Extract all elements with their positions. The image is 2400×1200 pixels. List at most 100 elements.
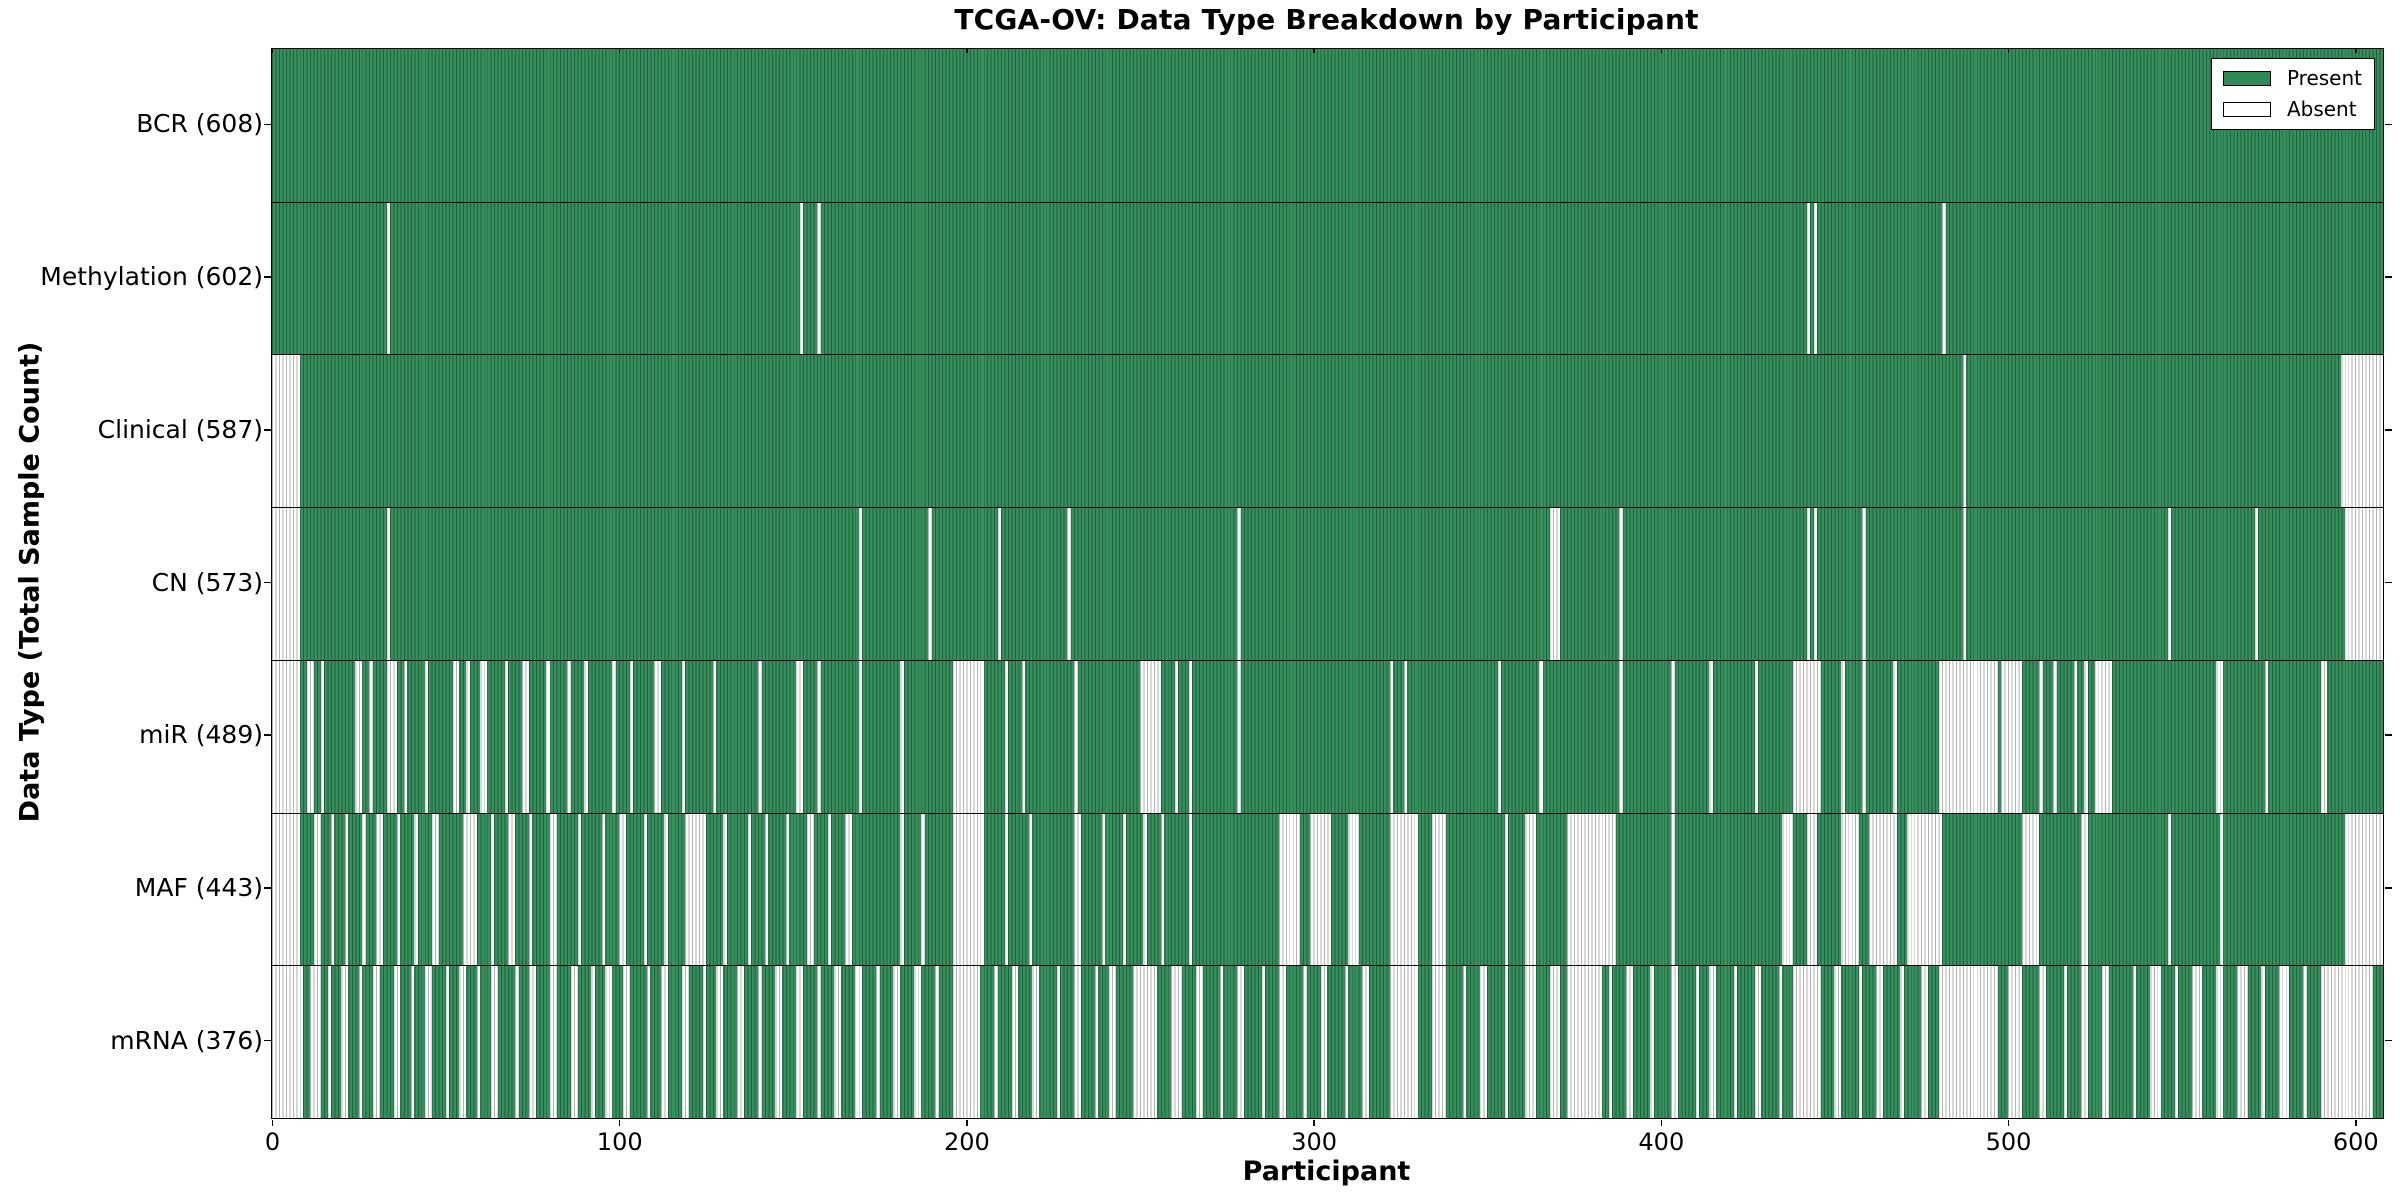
absent-segment: [1841, 659, 1845, 813]
absent-segment: [1619, 659, 1623, 813]
absent-segment: [521, 659, 529, 813]
absent-segment: [1143, 812, 1147, 966]
absent-segment: [1942, 201, 1946, 355]
absent-segment: [1549, 965, 1561, 1118]
absent-segment: [1792, 659, 1821, 813]
absent-segment: [921, 812, 925, 966]
x-tick-bottom: [271, 1120, 274, 1126]
absent-segment: [799, 201, 804, 355]
absent-segment: [331, 812, 335, 966]
absent-segment: [431, 812, 439, 966]
row-mrna: [272, 965, 2383, 1118]
absent-segment: [1074, 659, 1078, 813]
row-mir: [272, 659, 2383, 813]
row-label-bcr: BCR (608): [136, 109, 263, 139]
absent-segment: [424, 965, 432, 1118]
absent-segment: [2320, 965, 2373, 1118]
absent-segment: [1619, 507, 1623, 660]
absent-segment: [1237, 965, 1245, 1118]
absent-segment: [1733, 965, 1738, 1118]
absent-segment: [272, 965, 304, 1118]
y-tick-right: [2385, 581, 2392, 584]
x-tick-bottom: [1660, 1120, 1663, 1126]
absent-segment: [2053, 659, 2057, 813]
absent-segment: [2174, 965, 2179, 1118]
absent-segment: [1348, 812, 1359, 966]
absent-segment: [997, 507, 1002, 660]
absent-segment: [653, 659, 661, 813]
row-label-mrna: mRNA (376): [110, 1025, 263, 1055]
absent-segment: [1140, 659, 1161, 813]
absent-segment: [490, 812, 495, 966]
row-label-cn: CN (573): [151, 567, 263, 597]
absent-segment: [605, 965, 613, 1118]
absent-segment: [1278, 965, 1286, 1118]
absent-segment: [1858, 965, 1863, 1118]
absent-segment: [1806, 812, 1818, 966]
absent-segment: [2192, 965, 2203, 1118]
absent-segment: [2261, 965, 2265, 1118]
absent-segment: [900, 812, 904, 966]
absent-segment: [1782, 812, 1793, 966]
y-tick-right: [2385, 123, 2392, 126]
x-tick-label: 400: [1638, 1128, 1685, 1156]
absent-segment: [2021, 812, 2040, 966]
absent-segment: [386, 507, 391, 660]
absent-segment: [952, 812, 984, 966]
absent-segment: [508, 812, 516, 966]
absent-segment: [844, 812, 852, 966]
absent-segment: [2001, 659, 2022, 813]
x-tick-top: [966, 48, 968, 53]
absent-segment: [914, 965, 922, 1118]
absent-segment: [344, 812, 349, 966]
absent-segment: [546, 659, 550, 813]
absent-segment: [1671, 812, 1675, 966]
absent-segment: [712, 659, 717, 813]
x-tick-bottom: [618, 1120, 621, 1126]
absent-segment: [1504, 965, 1509, 1118]
absent-segment: [2167, 507, 2172, 660]
absent-segment: [827, 812, 831, 966]
absent-segment: [1862, 507, 1866, 660]
absent-segment: [1806, 201, 1811, 355]
absent-segment: [685, 812, 706, 966]
absent-segment: [664, 812, 668, 966]
absent-segment: [2216, 965, 2224, 1118]
absent-segment: [622, 965, 630, 1118]
absent-segment: [362, 812, 366, 966]
y-tick-left: [264, 1039, 271, 1042]
absent-segment: [2133, 965, 2137, 1118]
absent-segment: [1310, 812, 1331, 966]
absent-segment: [424, 659, 429, 813]
absent-segment: [2167, 812, 2172, 966]
absent-segment: [1278, 812, 1300, 966]
absent-segment: [716, 965, 724, 1118]
absent-segment: [1389, 965, 1418, 1118]
absent-segment: [1709, 659, 1713, 813]
absent-segment: [327, 965, 332, 1118]
absent-segment: [619, 812, 627, 966]
x-tick-label: 600: [2332, 1128, 2379, 1156]
absent-segment: [369, 659, 373, 813]
absent-segment: [2237, 965, 2248, 1118]
absent-segment: [817, 659, 821, 813]
x-tick-top: [271, 48, 274, 53]
absent-segment: [646, 965, 651, 1118]
absent-segment: [1011, 965, 1019, 1118]
x-tick-bottom: [1313, 1120, 1315, 1126]
absent-segment: [1188, 659, 1193, 813]
absent-segment: [747, 812, 752, 966]
absent-segment: [1549, 507, 1561, 660]
absent-segment: [601, 812, 606, 966]
absent-segment: [490, 965, 498, 1118]
absent-segment: [445, 965, 450, 1118]
absent-segment: [2101, 965, 2109, 1118]
absent-segment: [1962, 354, 1967, 508]
absent-segment: [376, 812, 384, 966]
absent-segment: [1188, 812, 1193, 966]
absent-segment: [855, 965, 863, 1118]
row-methylation: [272, 201, 2383, 355]
absent-segment: [1709, 965, 1717, 1118]
absent-segment: [629, 659, 634, 813]
row-separator: [272, 507, 2383, 509]
